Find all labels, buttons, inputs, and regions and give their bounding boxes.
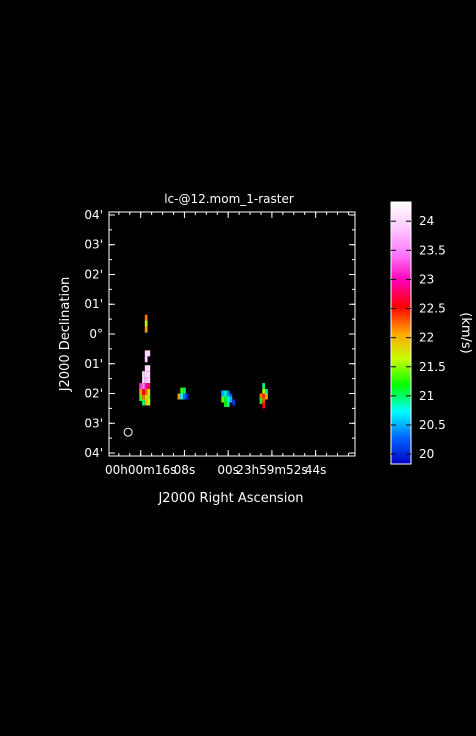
y-tick-label: 02' — [84, 387, 103, 401]
y-tick-label: 04' — [84, 446, 103, 460]
raster-pixel — [262, 383, 265, 390]
raster-pixel — [147, 365, 151, 372]
raster-pixel — [265, 393, 268, 400]
raster-pixel — [147, 395, 151, 401]
y-tick-label: 03' — [84, 416, 103, 430]
raster-pixel — [147, 377, 151, 384]
raster-pixel — [144, 314, 148, 321]
raster-pixel — [144, 389, 148, 395]
y-tick-label: 02' — [84, 267, 103, 281]
y-tick-label: 01' — [84, 297, 103, 311]
raster-pixel — [221, 396, 224, 403]
raster-pixel — [147, 389, 151, 395]
colorbar-tick-label: 20.5 — [419, 418, 446, 432]
colorbar-ticks: 20 20.5 21 21.5 22 22.5 23 23.5 24 — [391, 214, 446, 461]
raster-pixel — [224, 390, 227, 397]
colorbar-tick-label: 21.5 — [419, 360, 446, 374]
x-axis-label: J2000 Right Ascension — [157, 491, 303, 506]
x-tick-label: 44s — [305, 463, 327, 477]
y-axis: 04' 03' 02' 01' 0° 01' 02' 03' 04' — [84, 208, 355, 460]
raster-pixel — [259, 393, 263, 400]
raster-pixel — [139, 389, 142, 395]
colorbar: 20 20.5 21 21.5 22 22.5 23 23.5 24 (km/s) — [390, 201, 473, 465]
raster-pixel — [259, 398, 263, 404]
raster-pixel — [139, 383, 142, 390]
colorbar-tick-label: 23.5 — [419, 243, 446, 257]
raster-pixel — [262, 398, 265, 404]
y-tick-label: 01' — [84, 357, 103, 371]
raster-pixel — [226, 396, 230, 403]
raster-pixel — [142, 389, 145, 395]
raster-pixel — [183, 393, 186, 400]
chart-title: lc-@12.mom_1-raster — [164, 192, 294, 206]
raster-pixel — [144, 383, 148, 390]
x-tick-label: 08s — [174, 463, 196, 477]
raster-pixel — [147, 399, 151, 406]
raster-pixel — [142, 395, 145, 401]
colorbar-tick-label: 24 — [419, 214, 434, 228]
colorbar-tick-label: 21 — [419, 389, 434, 403]
y-tick-label: 04' — [84, 208, 103, 222]
raster-pixel — [144, 350, 148, 357]
beam-ellipse — [123, 427, 133, 437]
raster-pixel — [142, 377, 145, 384]
raster-pixel — [144, 395, 148, 401]
plot-area — [123, 314, 268, 437]
raster-pixel — [224, 401, 227, 407]
raster-pixel — [142, 371, 145, 378]
raster-pixel — [139, 395, 142, 401]
y-tick-label: 0° — [89, 327, 103, 341]
raster-pixel — [144, 365, 148, 372]
colorbar-ramp — [390, 201, 412, 465]
raster-pixel — [224, 396, 227, 403]
raster-pixel — [144, 326, 148, 333]
raster-pixel — [262, 393, 265, 400]
raster-pixel — [262, 402, 265, 409]
raster-pixel — [229, 396, 233, 403]
raster-pixel — [226, 401, 230, 407]
raster-pixel — [144, 371, 148, 378]
raster-pixel — [180, 393, 183, 400]
colorbar-tick-label: 23 — [419, 272, 434, 286]
x-tick-label: 00h00m16s — [105, 463, 176, 477]
raster-pixel — [262, 389, 265, 395]
y-axis-label: J2000 Declination — [58, 277, 73, 393]
plot-frame — [108, 211, 356, 457]
raster-pixel — [221, 390, 224, 397]
raster-pixel — [183, 387, 186, 394]
y-tick-label: 03' — [84, 238, 103, 252]
colorbar-label: (km/s) — [458, 312, 473, 354]
raster-pixel — [185, 393, 189, 400]
x-tick-label: 23h59m52s — [236, 463, 307, 477]
raster-pixel — [265, 389, 268, 395]
raster-pixel — [147, 350, 151, 357]
raster-pixel — [142, 383, 145, 390]
colorbar-tick-label: 22.5 — [419, 302, 446, 316]
raster-pixel — [144, 377, 148, 384]
raster-pixel — [177, 393, 181, 400]
colorbar-tick-label: 20 — [419, 447, 434, 461]
raster-pixel — [142, 399, 145, 406]
x-tick-label: 00s — [217, 463, 239, 477]
raster-pixel — [232, 399, 235, 406]
raster-pixel — [147, 383, 151, 390]
raster-pixel — [147, 371, 151, 378]
raster-pixel — [226, 390, 230, 397]
raster-pixel — [144, 320, 148, 327]
colorbar-tick-label: 22 — [419, 331, 434, 345]
raster-pixel — [180, 387, 183, 394]
raster-pixel — [144, 399, 148, 406]
raster-pixel — [144, 356, 148, 363]
